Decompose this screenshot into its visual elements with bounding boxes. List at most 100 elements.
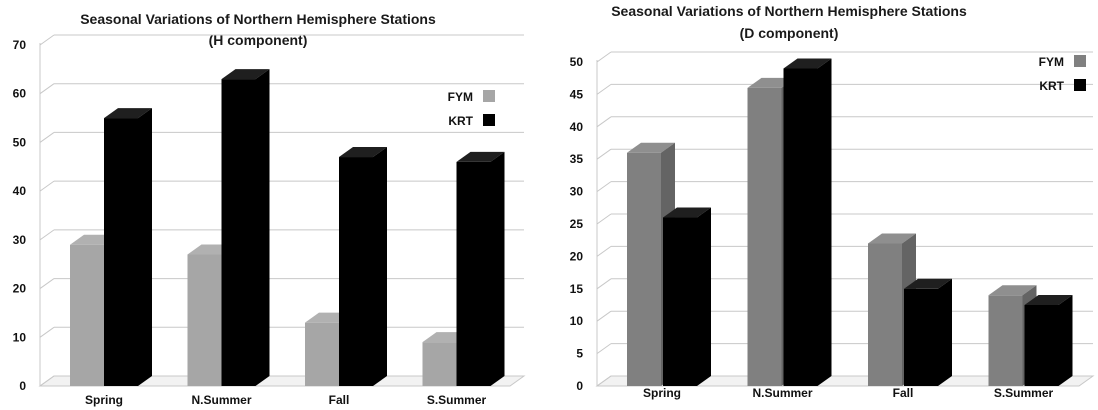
bar-top	[456, 151, 505, 162]
bar-krt-spring	[104, 108, 152, 387]
gridline-side	[39, 326, 55, 338]
gridline-side	[39, 229, 55, 241]
bar-side	[373, 147, 387, 386]
x-category-label: N.Summer	[191, 393, 251, 407]
y-tick-label: 40	[570, 120, 584, 134]
chart-title: Seasonal Variations of Northern Hemisphe…	[80, 11, 436, 27]
legend-label: FYM	[1039, 55, 1064, 69]
y-tick-label: 50	[13, 135, 27, 149]
x-category-label: S.Summer	[994, 386, 1054, 400]
bar-front	[904, 288, 938, 386]
y-tick-label: 30	[570, 185, 584, 199]
x-category-label: Spring	[85, 393, 123, 407]
bar-krt-ssummer	[456, 151, 505, 386]
bar-front	[187, 254, 222, 386]
bar-krt-nsummer	[221, 69, 270, 386]
bar-krt-spring	[663, 207, 711, 386]
chart-d-component: Seasonal Variations of Northern Hemisphe…	[549, 0, 1098, 410]
gridline-side	[596, 213, 612, 225]
y-tick-label: 45	[570, 87, 584, 101]
bar-top	[783, 58, 832, 69]
bar-krt-nsummer	[783, 58, 832, 386]
bar-krt-ssummer	[1024, 295, 1073, 386]
bar-krt-fall	[904, 278, 952, 386]
gridline-side	[39, 132, 55, 143]
bar-top	[221, 69, 270, 80]
bar-side	[255, 69, 270, 386]
x-category-label: Spring	[643, 386, 681, 400]
bar-side	[1058, 295, 1073, 386]
legend-swatch	[1074, 55, 1086, 67]
x-category-label: N.Summer	[752, 386, 812, 400]
bar-side	[938, 278, 952, 386]
legend-swatch	[1074, 79, 1086, 91]
bar-front	[663, 217, 697, 386]
legend-label: KRT	[448, 114, 473, 128]
gridline-side	[596, 83, 612, 95]
gridline-side	[39, 83, 55, 95]
y-tick-label: 50	[570, 55, 584, 69]
y-tick-label: 0	[19, 379, 26, 393]
x-category-label: Fall	[329, 393, 350, 407]
bar-front	[422, 342, 457, 386]
bar-front	[783, 68, 818, 386]
y-tick-label: 25	[570, 217, 584, 231]
bar-front	[868, 243, 902, 386]
y-tick-label: 35	[570, 152, 584, 166]
bar-front	[104, 118, 138, 387]
legend-label: KRT	[1039, 79, 1064, 93]
bar-krt-fall	[339, 147, 387, 386]
chart-h-svg: Seasonal Variations of Northern Hemisphe…	[13, 11, 526, 407]
bar-side	[697, 207, 711, 386]
y-tick-label: 40	[13, 184, 27, 198]
bar-side	[817, 58, 832, 386]
gridline-side	[596, 181, 612, 193]
legend-swatch	[483, 90, 495, 102]
bar-front	[627, 152, 661, 386]
y-tick-label: 30	[13, 233, 27, 247]
y-tick-label: 20	[570, 249, 584, 263]
y-tick-label: 70	[13, 38, 27, 52]
gridline-side	[596, 148, 612, 160]
bar-top	[904, 278, 952, 289]
y-tick-label: 10	[13, 330, 27, 344]
legend-swatch	[483, 114, 495, 126]
chart-subtitle: (D component)	[740, 25, 839, 41]
gridline-side	[596, 51, 612, 63]
bar-front	[305, 322, 339, 386]
gridline-side	[596, 278, 612, 290]
gridline-side	[39, 375, 55, 387]
bar-side	[490, 151, 505, 386]
gridline-side	[596, 310, 612, 322]
bar-front	[988, 295, 1023, 386]
gridline-side	[39, 34, 55, 46]
y-tick-label: 60	[13, 87, 27, 101]
gridline-side	[596, 116, 612, 128]
bar-front	[1024, 305, 1059, 386]
y-tick-label: 20	[13, 282, 27, 296]
chart-d-svg: Seasonal Variations of Northern Hemisphe…	[570, 3, 1095, 400]
y-tick-label: 0	[576, 379, 583, 393]
gridline-side	[596, 245, 612, 257]
bar-top	[988, 285, 1037, 296]
y-tick-label: 5	[576, 347, 583, 361]
gridline-side	[39, 180, 55, 192]
chart-h-component: Seasonal Variations of Northern Hemisphe…	[13, 11, 526, 407]
bar-top	[1024, 295, 1073, 305]
bar-side	[138, 108, 152, 387]
y-tick-label: 10	[570, 314, 584, 328]
legend-label: FYM	[448, 90, 473, 104]
x-category-label: Fall	[893, 386, 914, 400]
gridline-side	[39, 278, 55, 289]
bar-front	[221, 79, 256, 386]
bar-front	[456, 161, 491, 386]
gridline-side	[596, 375, 612, 387]
chart-title: Seasonal Variations of Northern Hemisphe…	[611, 3, 967, 19]
bar-top	[663, 207, 711, 218]
bar-top	[868, 233, 916, 244]
gridline-side	[596, 343, 612, 355]
x-category-label: S.Summer	[427, 393, 487, 407]
bar-front	[70, 244, 104, 386]
y-tick-label: 15	[570, 282, 584, 296]
bar-top	[104, 108, 152, 119]
